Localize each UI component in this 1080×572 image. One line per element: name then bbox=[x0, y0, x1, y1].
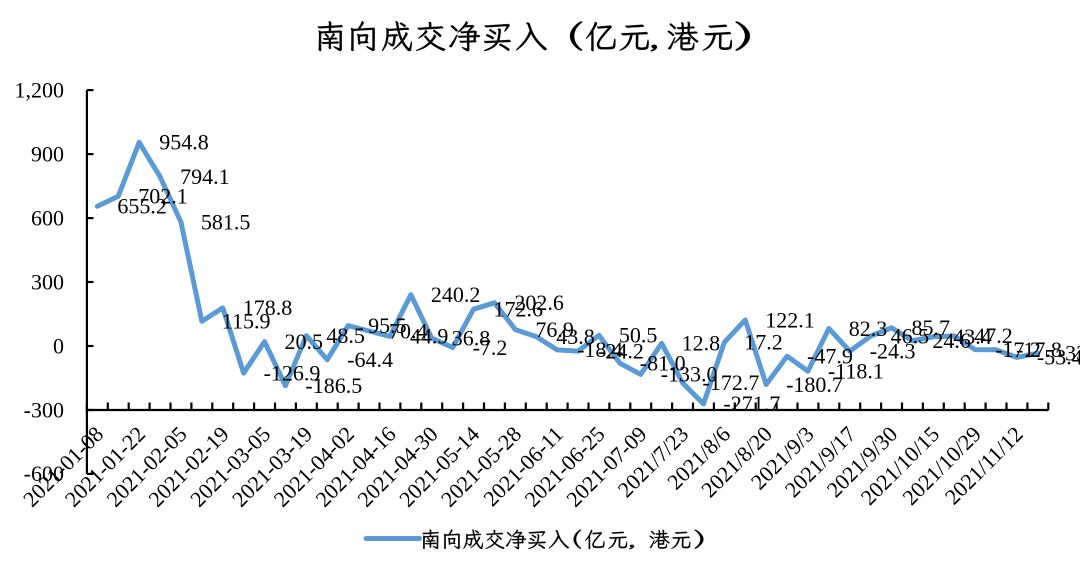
svg-text:70.4: 70.4 bbox=[389, 318, 428, 343]
svg-text:47.2: 47.2 bbox=[974, 323, 1013, 348]
svg-text:240.2: 240.2 bbox=[431, 282, 481, 307]
svg-text:178.8: 178.8 bbox=[243, 295, 292, 320]
svg-text:702.1: 702.1 bbox=[138, 184, 188, 209]
svg-text:581.5: 581.5 bbox=[201, 209, 251, 234]
svg-text:20.5: 20.5 bbox=[285, 329, 324, 354]
svg-text:-126.9: -126.9 bbox=[264, 360, 321, 385]
svg-text:43.4: 43.4 bbox=[953, 324, 992, 349]
svg-text:-33.7: -33.7 bbox=[1058, 341, 1080, 366]
svg-text:-300: -300 bbox=[24, 397, 64, 422]
svg-text:-17.2: -17.2 bbox=[995, 337, 1041, 362]
svg-text:-18.4: -18.4 bbox=[577, 337, 623, 362]
svg-text:1,200: 1,200 bbox=[15, 77, 65, 102]
svg-text:43.8: 43.8 bbox=[556, 324, 595, 349]
svg-text:36.8: 36.8 bbox=[452, 326, 491, 351]
svg-text:122.1: 122.1 bbox=[765, 307, 815, 332]
svg-text:-600: -600 bbox=[24, 461, 64, 486]
svg-text:-47.9: -47.9 bbox=[807, 344, 853, 369]
svg-text:48.5: 48.5 bbox=[326, 323, 365, 348]
svg-text:954.8: 954.8 bbox=[159, 130, 209, 155]
svg-text:-64.4: -64.4 bbox=[347, 347, 393, 372]
svg-text:-271.7: -271.7 bbox=[723, 391, 780, 416]
svg-text:85.7: 85.7 bbox=[912, 315, 951, 340]
svg-text:115.9: 115.9 bbox=[222, 309, 271, 334]
svg-text:172.6: 172.6 bbox=[494, 297, 544, 322]
svg-text:-186.5: -186.5 bbox=[305, 373, 362, 398]
svg-text:794.1: 794.1 bbox=[180, 164, 230, 189]
svg-text:-24.3: -24.3 bbox=[870, 339, 916, 364]
svg-text:-118.1: -118.1 bbox=[828, 359, 884, 384]
svg-text:300: 300 bbox=[31, 269, 64, 294]
svg-text:82.3: 82.3 bbox=[849, 316, 888, 341]
svg-text:76.9: 76.9 bbox=[535, 317, 574, 342]
svg-text:24.6: 24.6 bbox=[932, 328, 971, 353]
svg-text:44.9: 44.9 bbox=[410, 324, 449, 349]
svg-text:655.2: 655.2 bbox=[117, 194, 166, 219]
svg-text:12.8: 12.8 bbox=[682, 331, 721, 356]
svg-text:-7.2: -7.2 bbox=[473, 335, 508, 360]
svg-text:-172.7: -172.7 bbox=[703, 370, 760, 395]
svg-text:-17.8: -17.8 bbox=[1016, 337, 1062, 362]
svg-text:-180.7: -180.7 bbox=[786, 372, 843, 397]
svg-text:202.6: 202.6 bbox=[514, 290, 564, 315]
svg-text:50.5: 50.5 bbox=[619, 323, 658, 348]
svg-text:600: 600 bbox=[31, 205, 64, 230]
svg-text:900: 900 bbox=[31, 141, 64, 166]
svg-text:-24.2: -24.2 bbox=[598, 339, 644, 364]
svg-text:-53.4: -53.4 bbox=[1037, 345, 1080, 370]
svg-text:95.5: 95.5 bbox=[368, 313, 407, 338]
svg-text:-133.0: -133.0 bbox=[661, 362, 718, 387]
svg-text:46.5: 46.5 bbox=[891, 323, 930, 348]
svg-text:-81.0: -81.0 bbox=[640, 351, 686, 376]
svg-text:0: 0 bbox=[53, 333, 64, 358]
svg-text:17.2: 17.2 bbox=[744, 330, 783, 355]
